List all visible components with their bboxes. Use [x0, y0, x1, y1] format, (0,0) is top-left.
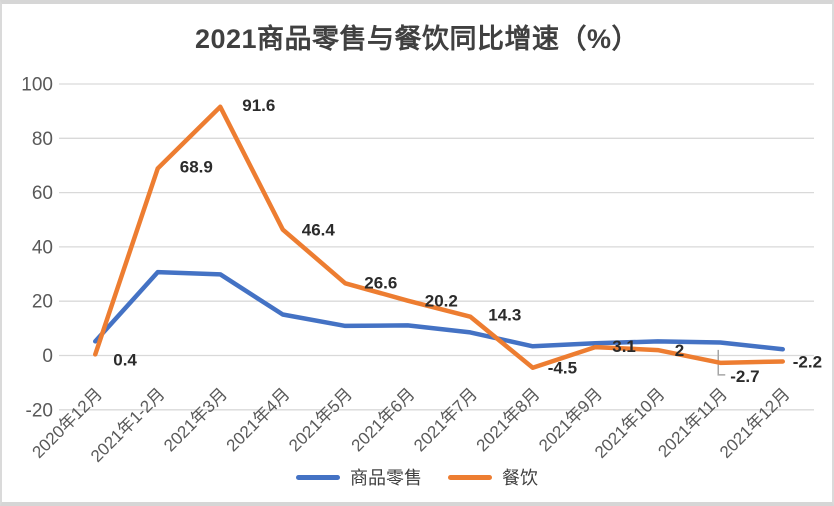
x-tick-label: 2021年3月	[160, 384, 231, 455]
data-label: 20.2	[425, 292, 458, 311]
data-label: 0.4	[113, 350, 137, 369]
x-tick-label: 2021年6月	[348, 384, 419, 455]
legend-swatch-retail	[296, 474, 340, 480]
series-line-retail	[93, 269, 785, 352]
data-label: 2	[675, 341, 684, 360]
legend-swatch-catering	[448, 474, 492, 480]
data-label: 46.4	[302, 221, 336, 240]
y-tick-label: -20	[26, 400, 53, 421]
x-tick-label: 2021年5月	[285, 384, 356, 455]
x-tick-label: 2021年7月	[410, 384, 481, 455]
y-tick-label: 0	[42, 346, 53, 367]
x-tick-label: 2021年8月	[473, 384, 544, 455]
data-label: 26.6	[364, 273, 397, 292]
line-chart-plot-area: 100806040200-202020年12月2021年1-2月2021年3月2…	[21, 75, 822, 466]
series-line-catering	[93, 104, 785, 370]
data-label: 3.1	[612, 337, 636, 356]
legend-label-catering: 餐饮	[502, 468, 538, 488]
y-tick-label: 20	[32, 292, 53, 313]
data-label: -2.2	[793, 352, 822, 371]
data-label: 14.3	[488, 306, 521, 325]
chart-title: 2021商品零售与餐饮同比增速（%）	[194, 24, 640, 54]
y-tick-label: 40	[32, 237, 53, 258]
data-label: -4.5	[548, 359, 577, 378]
legend-label-retail: 商品零售	[350, 468, 422, 488]
data-label: 91.6	[242, 96, 275, 115]
data-label: -2.7	[730, 367, 759, 386]
data-label-leader-line	[717, 349, 726, 376]
y-tick-label: 80	[32, 129, 53, 150]
x-tick-label: 2021年4月	[223, 384, 294, 455]
data-label: 68.9	[180, 157, 213, 176]
y-tick-label: 60	[32, 183, 53, 204]
legend: 商品零售 餐饮	[2, 464, 832, 490]
y-tick-label: 100	[21, 75, 53, 96]
